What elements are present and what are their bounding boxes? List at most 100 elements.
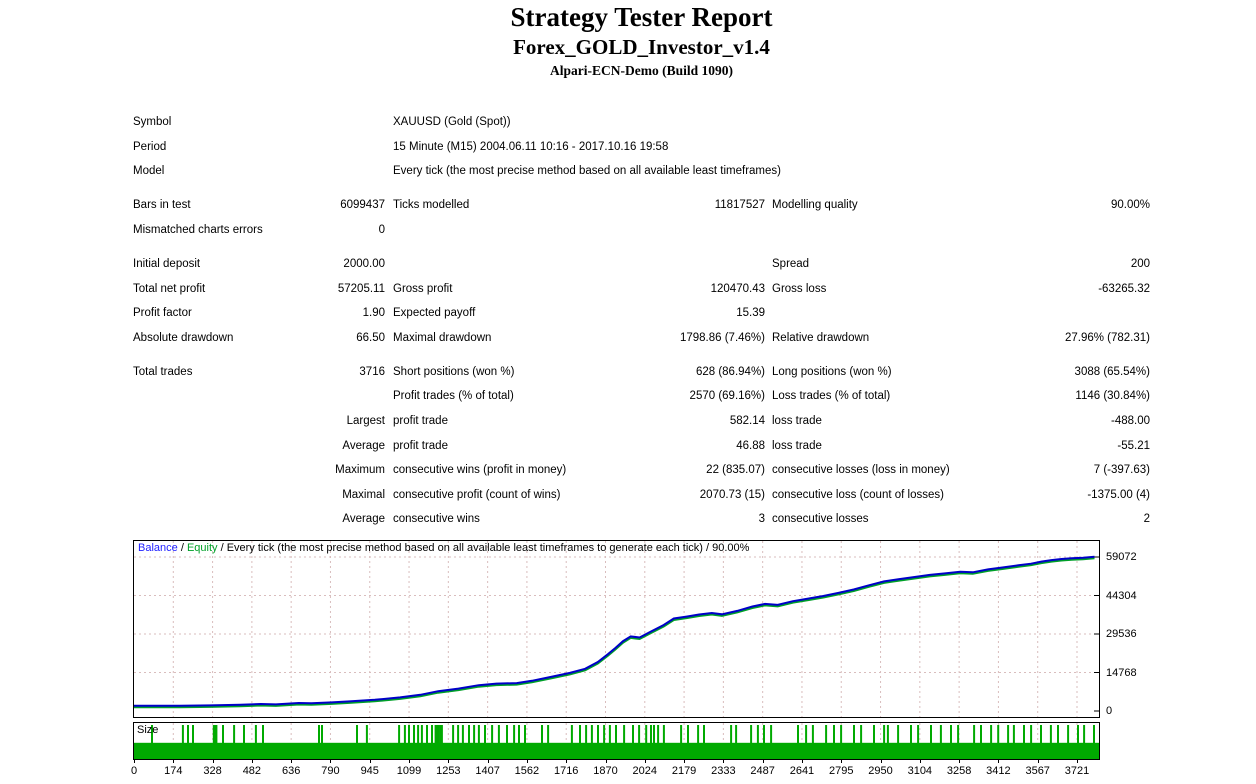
stat-value: -55.21 [1117,439,1150,452]
size-bar [930,725,932,759]
stat-value: 46.88 [736,439,765,452]
size-chart: Size [133,722,1100,760]
stat-label: Relative drawdown [772,331,870,344]
stat-label: Period [133,140,167,153]
size-bar [436,725,439,759]
size-bar [735,725,738,759]
size-bar [883,725,886,759]
x-axis-tick [998,760,1000,763]
stats-cell-pair: Total net profit 57205.11 [133,283,385,296]
size-bar [1040,725,1042,759]
stats-cell-pair: consecutive losses 2 [772,513,1150,526]
stat-label: profit trade [393,439,448,452]
size-bar [597,725,599,759]
stats-cell-pair: profit trade 46.88 [393,440,765,453]
stat-value: Maximum [335,464,385,477]
stat-label: consecutive profit (count of wins) [393,488,561,501]
stat-value: 15.39 [736,307,765,320]
y-axis-label: 14768 [1106,666,1137,679]
stat-label: Maximal drawdown [393,331,492,344]
stats-cell-pair: consecutive wins 3 [393,513,765,526]
report-subtitle: Forex_GOLD_Investor_v1.4 [513,35,770,59]
stats-row: Maximum consecutive wins (profit in money… [133,464,1150,489]
x-axis-tick [173,760,175,763]
size-bar [980,725,982,759]
x-axis-label: 1099 [396,765,422,777]
stat-value: 3088 (65.54%) [1074,365,1150,378]
report-server: Alpari-ECN-Demo (Build 1090) [550,63,733,78]
stat-label: 15 Minute (M15) 2004.06.11 10:16 - 2017.… [393,140,669,153]
x-axis-tick [526,760,528,763]
stats-cell-pair: Relative drawdown 27.96% (782.31) [772,332,1150,345]
x-axis-label: 2487 [750,765,775,777]
size-bar [650,725,652,759]
size-bar [645,725,648,759]
size-bar [1067,725,1070,759]
y-axis-label: 44304 [1106,589,1137,602]
x-axis-label: 2950 [868,765,893,777]
stats-cell-pair: consecutive losses (loss in money) 7 (-39… [772,464,1150,477]
size-bar [608,725,611,759]
stats-row: Absolute drawdown 66.50 Maximal drawdown 17… [133,332,1150,357]
size-bar [805,725,808,759]
x-axis-tick [919,760,921,763]
stat-value: 2070.73 (15) [699,488,765,501]
size-bar [497,725,500,759]
size-bar [365,725,368,759]
size-bar [431,725,433,759]
size-bar [437,725,440,759]
size-bar [513,725,516,759]
stat-label: XAUUSD (Gold (Spot)) [393,116,511,128]
stat-label: Every tick (the most precise method base… [393,165,781,178]
chart-legend: Balance / Equity / Every tick (the most … [138,542,749,555]
stat-label: Model [133,165,165,178]
size-bar [703,725,705,759]
stat-label: Expected payoff [393,307,476,320]
stats-row: Average profit trade 46.88 loss trade -55.21 [133,440,1150,465]
stat-label: Loss trades (% of total) [772,390,891,403]
size-bar [585,725,588,759]
size-bar [957,725,960,759]
stats-cell-pair: Profit trades (% of total) 2570 (69.16%) [393,390,765,403]
size-bar [763,725,765,759]
x-axis-tick [251,760,253,763]
stats-cell-pair: Maximum [133,464,385,477]
stat-value: 1146 (30.84%) [1075,390,1150,403]
stat-label: Total net profit [133,282,206,295]
size-chart-label: Size [137,724,159,736]
x-axis-tick [1037,760,1039,763]
x-axis-tick [1077,760,1078,763]
stat-value: 0 [378,223,385,236]
stat-label: Ticks modelled [393,199,470,212]
x-axis-tick [409,760,411,763]
stat-value: 2570 (69.16%) [689,390,765,403]
legend-equity-label: Equity [186,542,218,554]
size-bar [452,725,455,759]
size-bar [750,725,753,759]
balance-chart: Balance / Equity / Every tick (the most … [133,540,1100,718]
stats-row: Profit trades (% of total) 2570 (69.16%) L… [133,390,1150,415]
size-bar [215,725,218,759]
stats-row: Model Every tick (the most precise method… [133,165,1150,190]
size-bar [730,725,733,759]
stat-label: consecutive loss (count of losses) [772,488,944,501]
size-bar [398,725,401,759]
size-bar [853,725,855,759]
size-bar [491,725,494,759]
x-axis-label: 2024 [632,765,658,777]
size-bar [212,725,215,759]
size-bar [439,725,442,759]
x-axis-tick [880,760,882,763]
stats-cell-pair: loss trade -55.21 [772,440,1150,453]
x-axis-tick [801,760,803,763]
size-bar [657,725,660,759]
stats-cell-pair: Long positions (won %) 3088 (65.54%) [772,366,1150,379]
stat-label: Symbol [133,116,172,128]
size-bar [950,725,952,759]
equity-line [133,557,1095,709]
size-plot [134,723,1099,759]
x-axis-tick [330,760,332,763]
stats-row: Period 15 Minute (M15) 2004.06.11 10:16 -… [133,141,1150,166]
x-axis-tick [959,760,961,763]
x-axis-tick [644,760,646,763]
